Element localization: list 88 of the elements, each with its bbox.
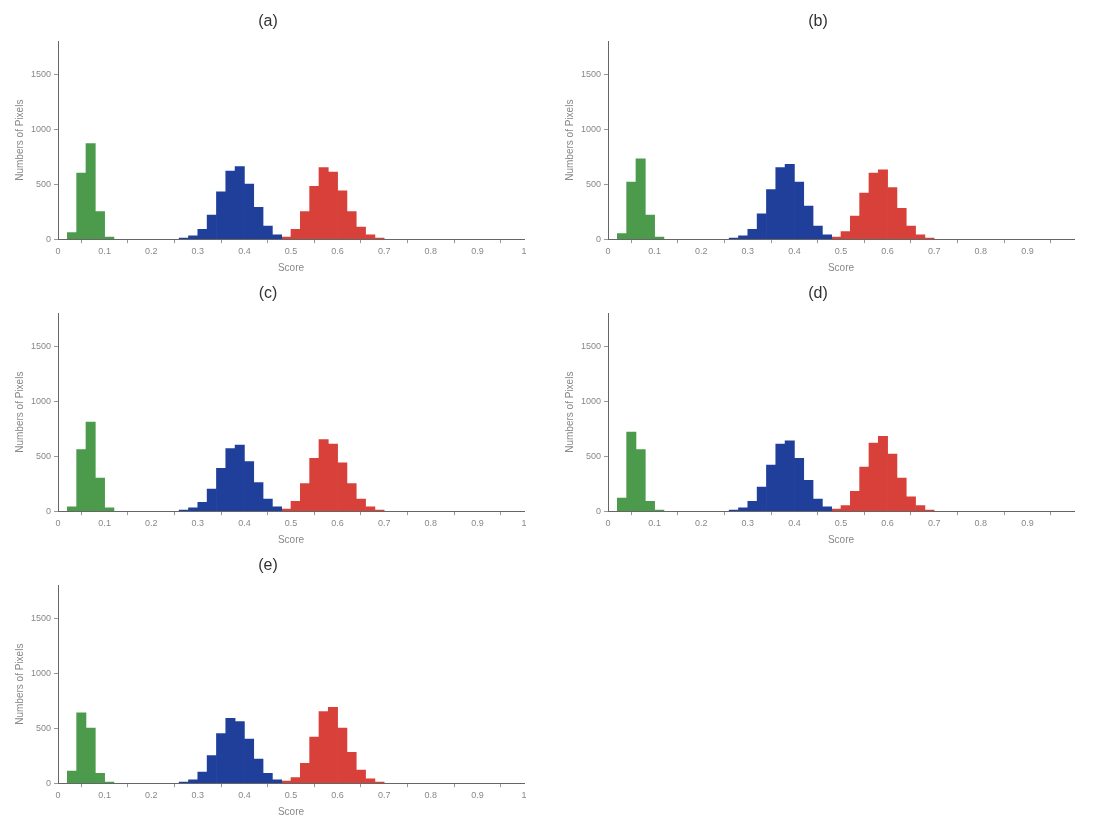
y-tick-label: 1000 — [580, 395, 602, 406]
x-tick-label: 0.3 — [741, 518, 755, 529]
y-axis-title: Numbers of Pixels — [563, 99, 575, 181]
chart-title: (e) — [258, 556, 278, 574]
x-tick-label: 0.4 — [788, 246, 801, 257]
x-tick-label: 0 — [605, 246, 611, 257]
x-tick-label: 0.3 — [191, 518, 205, 529]
y-tick-label: 500 — [585, 450, 602, 461]
y-axis-title: Numbers of Pixels — [13, 371, 25, 453]
x-axis-title: Score — [277, 805, 305, 817]
x-tick-label: 0.9 — [1021, 518, 1034, 529]
x-tick-label: 0 — [55, 790, 61, 801]
y-tick-label: 1500 — [30, 340, 52, 351]
y-tick-label: 500 — [585, 178, 602, 189]
x-tick-label: 1 — [521, 518, 527, 529]
x-tick-label: 0.5 — [834, 518, 848, 529]
x-tick-label: 0.5 — [284, 790, 298, 801]
y-tick-label: 1500 — [580, 68, 602, 79]
x-tick-label: 0.3 — [191, 790, 205, 801]
x-tick-label: 0.7 — [927, 246, 941, 257]
y-tick-label: 500 — [35, 722, 52, 733]
y-tick-label: 500 — [35, 178, 52, 189]
x-tick-label: 0.1 — [98, 246, 111, 257]
y-tick-label: 0 — [46, 777, 52, 788]
x-tick-label: 0.7 — [377, 246, 391, 257]
x-tick-label: 0.6 — [331, 246, 344, 257]
x-tick-label: 0.8 — [424, 518, 438, 529]
x-tick-label: 0.7 — [927, 518, 941, 529]
x-axis-title: Score — [827, 533, 855, 545]
x-tick-label: 0.2 — [144, 790, 158, 801]
x-tick-label: 0.2 — [144, 518, 158, 529]
x-tick-label: 0.8 — [424, 790, 438, 801]
x-tick-label: 0.8 — [424, 246, 438, 257]
x-tick-label: 0.1 — [98, 790, 111, 801]
y-tick-label: 0 — [46, 505, 52, 516]
x-tick-label: 0.6 — [881, 246, 894, 257]
chart-title: (a) — [258, 12, 278, 30]
x-tick-label: 0.4 — [238, 518, 251, 529]
x-tick-label: 0.5 — [834, 246, 848, 257]
x-tick-label: 0.5 — [284, 518, 298, 529]
x-tick-label: 0.8 — [974, 518, 988, 529]
y-tick-label: 500 — [35, 450, 52, 461]
y-axis-title: Numbers of Pixels — [563, 371, 575, 453]
x-tick-label: 0.1 — [648, 518, 661, 529]
y-tick-label: 0 — [46, 233, 52, 244]
x-tick-label: 0.8 — [974, 246, 988, 257]
y-tick-label: 1500 — [30, 68, 52, 79]
y-tick-label: 0 — [596, 233, 602, 244]
x-tick-label: 0.9 — [471, 518, 484, 529]
x-tick-label: 0.9 — [471, 790, 484, 801]
x-tick-label: 0.6 — [881, 518, 894, 529]
x-axis-title: Score — [277, 533, 305, 545]
x-tick-label: 0.6 — [331, 518, 344, 529]
x-tick-label: 0.7 — [377, 518, 391, 529]
x-axis-title: Score — [277, 261, 305, 273]
y-tick-label: 1000 — [30, 395, 52, 406]
x-tick-label: 0 — [55, 518, 61, 529]
chart-title: (c) — [258, 284, 278, 302]
x-tick-label: 1 — [521, 246, 527, 257]
x-tick-label: 0 — [605, 518, 611, 529]
x-tick-label: 0.5 — [284, 246, 298, 257]
x-tick-label: 0.9 — [471, 246, 484, 257]
x-tick-label: 0.9 — [1021, 246, 1034, 257]
chart-title: (d) — [808, 284, 828, 302]
x-tick-label: 0.1 — [98, 518, 111, 529]
x-tick-label: 0 — [55, 246, 61, 257]
x-tick-label: 0.3 — [741, 246, 755, 257]
y-axis-title: Numbers of Pixels — [13, 99, 25, 181]
x-tick-label: 0.3 — [191, 246, 205, 257]
y-axis-title: Numbers of Pixels — [13, 643, 25, 725]
chart-title: (b) — [808, 12, 828, 30]
x-axis-title: Score — [827, 261, 855, 273]
x-tick-label: 0.2 — [144, 246, 158, 257]
y-tick-label: 1000 — [580, 123, 602, 134]
x-tick-label: 0.4 — [238, 790, 251, 801]
x-tick-label: 0.1 — [648, 246, 661, 257]
y-tick-label: 0 — [596, 505, 602, 516]
x-tick-label: 0.4 — [788, 518, 801, 529]
x-tick-label: 0.4 — [238, 246, 251, 257]
x-tick-label: 0.2 — [694, 246, 708, 257]
x-tick-label: 0.6 — [331, 790, 344, 801]
y-tick-label: 1000 — [30, 667, 52, 678]
x-tick-label: 0.7 — [377, 790, 391, 801]
y-tick-label: 1500 — [30, 612, 52, 623]
x-tick-label: 1 — [521, 790, 527, 801]
y-tick-label: 1000 — [30, 123, 52, 134]
x-tick-label: 0.2 — [694, 518, 708, 529]
y-tick-label: 1500 — [580, 340, 602, 351]
